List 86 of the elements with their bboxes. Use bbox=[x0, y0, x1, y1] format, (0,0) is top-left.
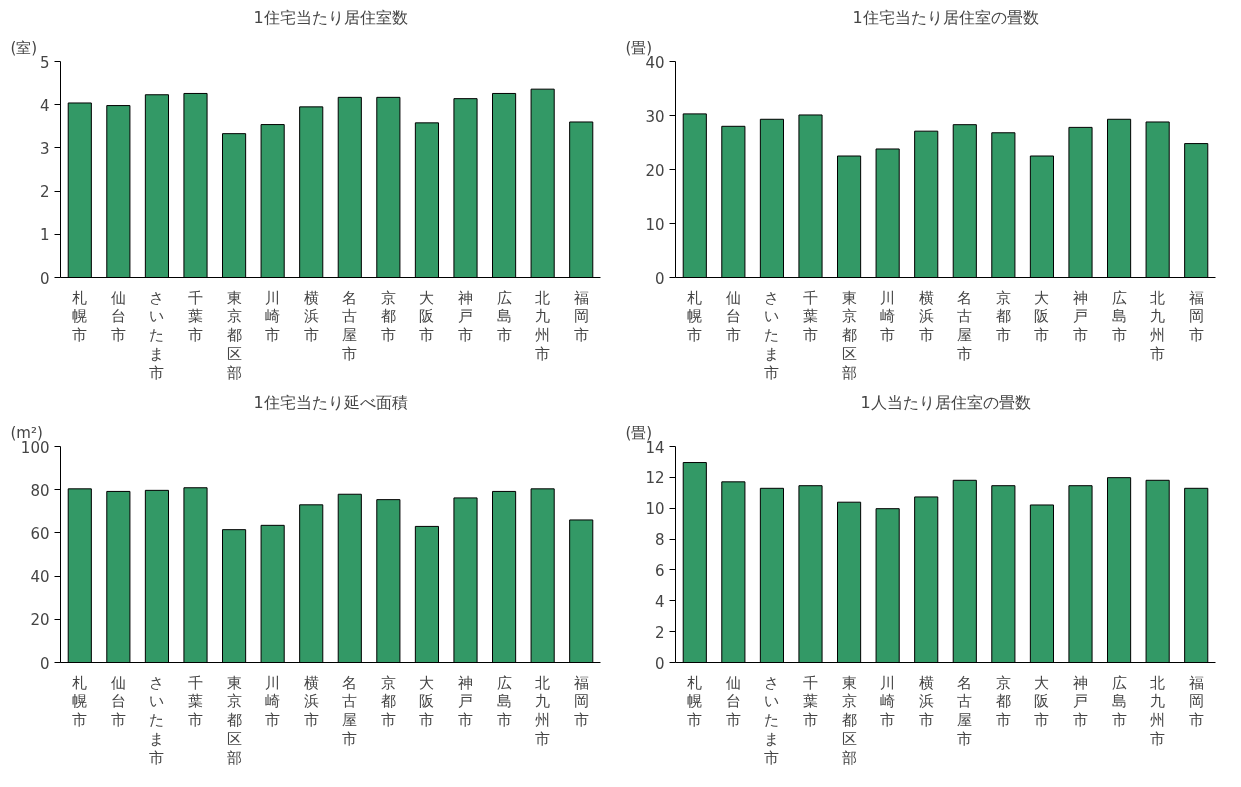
y-tick-label: 40 bbox=[30, 568, 50, 587]
y-axis-title: (m²) bbox=[10, 423, 43, 442]
x-tick-label: 広島市 bbox=[496, 288, 512, 345]
x-tick-label: 名古屋市 bbox=[342, 673, 358, 749]
y-tick-label: 1 bbox=[39, 226, 50, 245]
x-tick-label: 札幌市 bbox=[72, 673, 88, 730]
y-tick-label: 12 bbox=[645, 469, 665, 488]
x-tick-label: 東京都区部 bbox=[226, 673, 242, 768]
x-tick-label: 仙台市 bbox=[110, 288, 126, 345]
x-tick-label: 神戸市 bbox=[1073, 673, 1088, 730]
x-tick-label: 川崎市 bbox=[265, 288, 281, 345]
x-tick-label: 広島市 bbox=[496, 673, 512, 730]
x-tick-label: 仙台市 bbox=[725, 288, 741, 345]
y-tick-label: 80 bbox=[30, 481, 50, 500]
x-tick-label: 大阪市 bbox=[419, 673, 435, 730]
x-tick-label: 東京都区部 bbox=[226, 288, 242, 383]
x-tick-label: 札幌市 bbox=[72, 288, 88, 345]
x-tick-label: 千葉市 bbox=[803, 288, 818, 345]
y-tick-label: 4 bbox=[39, 96, 50, 115]
y-tick-label: 30 bbox=[645, 107, 665, 126]
y-tick-label: 10 bbox=[645, 500, 665, 519]
x-tick-label: 仙台市 bbox=[725, 673, 741, 730]
y-tick-label: 20 bbox=[30, 611, 50, 630]
x-tick-label: 北九州市 bbox=[535, 288, 551, 364]
x-tick-label: 京都市 bbox=[995, 673, 1011, 730]
y-tick-label: 4 bbox=[654, 592, 665, 611]
y-tick-label: 6 bbox=[654, 561, 665, 580]
y-tick-label: 8 bbox=[654, 531, 665, 550]
x-tick-label: 千葉市 bbox=[188, 288, 203, 345]
x-tick-label: 京都市 bbox=[995, 288, 1011, 345]
x-tick-label: 神戸市 bbox=[458, 288, 473, 345]
x-tick-label: 京都市 bbox=[380, 673, 396, 730]
x-tick-label: さいたま市 bbox=[764, 673, 780, 768]
x-tick-label: 川崎市 bbox=[265, 673, 281, 730]
x-tick-label: 仙台市 bbox=[110, 673, 126, 730]
x-tick-label: 北九州市 bbox=[1150, 673, 1166, 749]
x-tick-label: 千葉市 bbox=[188, 673, 203, 730]
y-tick-label: 5 bbox=[39, 53, 50, 72]
x-tick-label: 神戸市 bbox=[1073, 288, 1088, 345]
chart-title: 1人当たり居住室の畳数 bbox=[860, 392, 1031, 412]
x-tick-label: 横浜市 bbox=[918, 673, 934, 730]
y-axis-title: (室) bbox=[10, 38, 38, 57]
x-tick-label: 札幌市 bbox=[687, 288, 703, 345]
x-tick-label: 東京都区部 bbox=[841, 673, 857, 768]
x-tick-label: 福岡市 bbox=[1188, 673, 1204, 730]
chart-title: 1住宅当たり居住室の畳数 bbox=[852, 7, 1039, 27]
x-tick-label: 京都市 bbox=[380, 288, 396, 345]
x-tick-label: 千葉市 bbox=[803, 673, 818, 730]
y-tick-label: 2 bbox=[39, 183, 50, 202]
x-tick-label: 横浜市 bbox=[303, 288, 319, 345]
x-tick-label: さいたま市 bbox=[764, 288, 780, 383]
x-tick-label: 北九州市 bbox=[1150, 288, 1166, 364]
x-tick-label: 福岡市 bbox=[573, 288, 589, 345]
x-tick-label: 名古屋市 bbox=[342, 288, 358, 364]
x-tick-label: 川崎市 bbox=[880, 288, 896, 345]
x-tick-label: さいたま市 bbox=[149, 288, 165, 383]
x-tick-label: 札幌市 bbox=[687, 673, 703, 730]
y-tick-label: 0 bbox=[39, 269, 50, 288]
y-tick-label: 20 bbox=[645, 161, 665, 180]
y-tick-label: 60 bbox=[30, 524, 50, 543]
x-tick-label: 北九州市 bbox=[535, 673, 551, 749]
x-tick-label: 横浜市 bbox=[918, 288, 934, 345]
y-tick-label: 0 bbox=[654, 269, 665, 288]
y-tick-label: 3 bbox=[39, 139, 50, 158]
x-tick-label: 大阪市 bbox=[1034, 673, 1050, 730]
y-tick-label: 0 bbox=[39, 654, 50, 673]
y-tick-label: 0 bbox=[654, 654, 665, 673]
y-axis-title: (畳) bbox=[625, 38, 653, 57]
x-tick-label: 福岡市 bbox=[573, 673, 589, 730]
chart-title: 1住宅当たり延べ面積 bbox=[253, 392, 408, 412]
x-tick-label: 大阪市 bbox=[1034, 288, 1050, 345]
x-tick-label: さいたま市 bbox=[149, 673, 165, 768]
x-tick-label: 名古屋市 bbox=[957, 288, 973, 364]
x-tick-label: 広島市 bbox=[1111, 288, 1127, 345]
x-tick-label: 横浜市 bbox=[303, 673, 319, 730]
x-tick-label: 広島市 bbox=[1111, 673, 1127, 730]
x-tick-label: 東京都区部 bbox=[841, 288, 857, 383]
y-axis-title: (畳) bbox=[625, 423, 653, 442]
y-tick-label: 2 bbox=[654, 623, 665, 642]
x-tick-label: 名古屋市 bbox=[957, 673, 973, 749]
x-tick-label: 川崎市 bbox=[880, 673, 896, 730]
x-tick-label: 大阪市 bbox=[419, 288, 435, 345]
x-tick-label: 神戸市 bbox=[458, 673, 473, 730]
y-tick-label: 10 bbox=[645, 215, 665, 234]
chart-title: 1住宅当たり居住室数 bbox=[253, 7, 408, 27]
x-tick-label: 福岡市 bbox=[1188, 288, 1204, 345]
